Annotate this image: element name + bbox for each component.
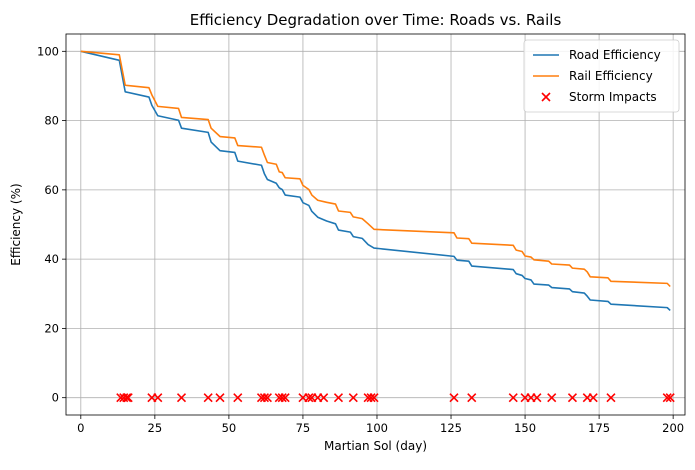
storm-impact-point bbox=[449, 393, 459, 403]
x-tick-label: 25 bbox=[148, 421, 163, 435]
legend-entry: Road Efficiency bbox=[533, 48, 661, 62]
x-tick-label: 50 bbox=[222, 421, 237, 435]
storm-impact-point bbox=[122, 393, 132, 403]
storm-marker-stroke bbox=[449, 393, 459, 403]
storm-impact-point bbox=[369, 393, 379, 403]
y-tick-label: 60 bbox=[44, 183, 59, 197]
storm-marker-stroke bbox=[606, 393, 616, 403]
storm-impact-point bbox=[547, 393, 557, 403]
storm-marker-stroke bbox=[176, 393, 187, 403]
storm-marker-stroke bbox=[259, 393, 270, 403]
storm-marker-stroke bbox=[203, 393, 213, 403]
x-tick-label: 0 bbox=[77, 421, 84, 435]
series-1 bbox=[80, 50, 671, 288]
storm-impact-point bbox=[233, 393, 243, 403]
storm-marker-stroke bbox=[588, 393, 598, 403]
storm-impact-point bbox=[203, 393, 213, 403]
storm-impact-point bbox=[176, 393, 187, 403]
storm-impact-point bbox=[280, 393, 290, 403]
plot-series bbox=[80, 50, 675, 403]
storm-marker-stroke bbox=[233, 393, 243, 403]
storm-marker-stroke bbox=[369, 393, 379, 403]
storm-marker-stroke bbox=[319, 393, 329, 403]
storm-marker-stroke bbox=[153, 393, 163, 403]
storm-impact-point bbox=[153, 393, 163, 403]
x-tick-label: 75 bbox=[296, 421, 311, 435]
storm-marker-stroke bbox=[277, 393, 287, 403]
storm-impact-point bbox=[215, 393, 225, 403]
x-tick-label: 150 bbox=[514, 421, 536, 435]
storm-marker-stroke bbox=[467, 393, 477, 403]
legend-entry: Storm Impacts bbox=[541, 90, 657, 104]
storm-marker-stroke bbox=[123, 393, 133, 403]
x-tick-label: 125 bbox=[440, 421, 462, 435]
legend: Road Efficiency Rail Efficiency Storm Impa… bbox=[523, 39, 680, 113]
y-tick-label: 20 bbox=[44, 321, 59, 335]
storm-impact-point bbox=[532, 393, 542, 403]
storm-marker-stroke bbox=[348, 393, 358, 403]
storm-impact-point bbox=[665, 393, 675, 403]
legend-label: Storm Impacts bbox=[569, 90, 657, 104]
x-tick-label: 200 bbox=[662, 421, 684, 435]
storm-marker-stroke bbox=[508, 393, 518, 403]
chart-title: Efficiency Degradation over Time: Roads … bbox=[190, 11, 562, 29]
series-0 bbox=[80, 50, 671, 311]
y-tick-label: 100 bbox=[37, 44, 59, 58]
legend-box bbox=[523, 39, 680, 113]
storm-marker-stroke bbox=[532, 393, 542, 403]
storm-impact-point bbox=[467, 393, 477, 403]
legend-label: Rail Efficiency bbox=[569, 69, 653, 83]
rail-efficiencyline bbox=[80, 50, 671, 288]
x-axis-label: Martian Sol (day) bbox=[324, 439, 427, 453]
storm-marker-stroke bbox=[304, 393, 314, 403]
storm-impact-point bbox=[567, 393, 578, 403]
storm-marker-stroke bbox=[280, 393, 290, 403]
y-tick-label: 0 bbox=[52, 391, 59, 405]
storm-impact-point bbox=[123, 393, 133, 403]
storm-impact-point bbox=[662, 393, 672, 403]
storm-marker-stroke bbox=[567, 393, 578, 403]
series-2 bbox=[116, 393, 675, 403]
legend-entry: Rail Efficiency bbox=[533, 69, 653, 83]
storm-marker-stroke bbox=[122, 393, 132, 403]
storm-impact-point bbox=[277, 393, 287, 403]
y-axis-label: Efficiency (%) bbox=[9, 183, 23, 265]
y-tick-label: 80 bbox=[44, 114, 59, 128]
x-tick-label: 100 bbox=[366, 421, 388, 435]
storm-marker-stroke bbox=[662, 393, 672, 403]
storm-marker-stroke bbox=[366, 393, 376, 403]
storm-impact-point bbox=[606, 393, 616, 403]
storm-impact-point bbox=[508, 393, 518, 403]
storm-impact-point bbox=[304, 393, 314, 403]
storm-marker-stroke bbox=[215, 393, 225, 403]
storm-impact-point bbox=[366, 393, 376, 403]
storm-impact-point bbox=[588, 393, 598, 403]
plot-area-frame bbox=[65, 33, 686, 416]
legend-label: Road Efficiency bbox=[569, 48, 661, 62]
y-tick-label: 40 bbox=[44, 252, 59, 266]
storm-impact-point bbox=[348, 393, 358, 403]
storm-marker-stroke bbox=[333, 393, 344, 403]
storm-impact-point bbox=[259, 393, 270, 403]
storm-impact-point bbox=[333, 393, 344, 403]
axis-ticks: 0 25 50 75 100 125 150 175 200 0 20 40 60 80 100 bbox=[37, 44, 684, 435]
storm-impact-point bbox=[319, 393, 329, 403]
storm-marker-stroke bbox=[541, 92, 551, 102]
road-efficiencyline bbox=[80, 50, 671, 311]
x-tick-label: 175 bbox=[588, 421, 610, 435]
storm-marker-stroke bbox=[547, 393, 557, 403]
storm-marker-stroke bbox=[665, 393, 675, 403]
storm-impact-point bbox=[262, 393, 272, 403]
legend-swatch bbox=[541, 92, 551, 102]
storm-marker-stroke bbox=[262, 393, 272, 403]
